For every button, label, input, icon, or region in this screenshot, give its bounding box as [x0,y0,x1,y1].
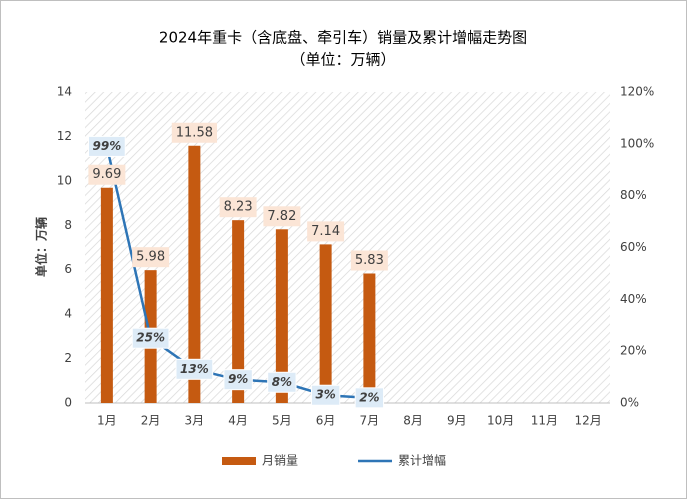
data-label-text: 9.69 [92,167,121,182]
data-label-text: 5.83 [355,253,384,268]
data-label-text: 3% [315,388,335,402]
data-label-text: 8% [272,375,292,389]
data-label-text: 7.14 [311,224,340,239]
data-label-box [219,197,257,218]
data-label: 9% [223,369,253,391]
chart-subtitle: （单位：万辆） [290,51,395,69]
y2-tick-label: 80% [620,188,647,202]
data-label-box [350,250,388,271]
data-label-box [307,221,345,242]
legend-label: 月销量 [262,454,298,468]
data-label-box [354,387,385,409]
y-tick-label: 4 [64,307,72,321]
data-label-box [267,371,297,393]
data-label: 3% [310,384,341,406]
y-tick-label: 14 [57,85,72,99]
y2-tick-label: 120% [620,85,654,99]
x-tick-label: 8月 [403,414,423,428]
bar [188,145,201,403]
data-label: 9.69 [88,164,126,185]
data-label-box [223,369,253,391]
legend-swatch [222,457,256,465]
data-label-box [175,358,214,380]
y2-tick-label: 60% [620,240,647,254]
data-label-box [171,122,217,143]
y-tick-label: 8 [64,218,72,232]
data-label-box [132,247,170,268]
bar [275,229,288,403]
bar [232,220,245,403]
x-tick-label: 4月 [228,414,248,428]
bar [100,187,113,403]
data-label: 11.58 [171,122,217,143]
data-label: 5.98 [132,247,170,268]
x-tick-label: 5月 [272,414,292,428]
data-label-box [310,384,341,406]
x-tick-label: 7月 [360,414,380,428]
data-label-text: 7.82 [267,209,296,224]
bar [363,273,376,403]
data-label-box [131,327,170,349]
plot-area [85,92,610,403]
y-tick-label: 12 [57,129,72,143]
data-label-text: 13% [180,362,209,376]
x-tick-label: 6月 [316,414,336,428]
data-label: 2% [354,387,385,409]
data-label-text: 25% [136,331,165,345]
y2-tick-label: 20% [620,344,647,358]
x-tick-label: 3月 [185,414,205,428]
data-label-text: 9% [228,372,248,386]
x-tick-label: 1月 [97,414,117,428]
data-label: 7.82 [263,206,301,227]
y2-tick-label: 40% [620,292,647,306]
data-label-text: 5.98 [136,250,165,265]
y-tick-label: 0 [64,396,72,410]
data-label-text: 99% [93,139,122,153]
x-tick-label: 11月 [531,414,558,428]
legend-label: 累计增幅 [398,453,446,468]
data-label-box [88,135,126,157]
y-tick-label: 2 [64,351,72,365]
data-label: 8% [267,371,297,393]
y-tick-label: 10 [57,173,72,187]
x-tick-label: 12月 [574,414,601,428]
y-tick-label: 6 [64,262,72,276]
data-label: 99% [88,135,126,157]
data-label-text: 11.58 [176,125,213,140]
data-label-text: 2% [359,390,379,404]
x-tick-label: 9月 [447,414,467,428]
y2-tick-label: 100% [620,136,654,150]
y2-tick-label: 0% [620,396,639,410]
data-label: 25% [131,327,170,349]
y-axis-label: 单位：万辆 [34,217,49,277]
data-label-box [263,206,301,227]
data-label-box [88,164,126,185]
chart-title: 2024年重卡（含底盘、牵引车）销量及累计增幅走势图 [159,29,527,47]
data-label-text: 8.23 [224,200,253,215]
data-label: 7.14 [307,221,345,242]
bar [319,244,332,403]
data-label: 13% [175,358,214,380]
labels: 9.69 5.98 11.58 8.23 7.82 7.14 5.83 99% 25% 13% 9%… [88,122,388,409]
x-tick-label: 2月 [141,414,161,428]
data-label: 5.83 [350,250,388,271]
x-tick-label: 10月 [487,414,514,428]
data-label: 8.23 [219,197,257,218]
